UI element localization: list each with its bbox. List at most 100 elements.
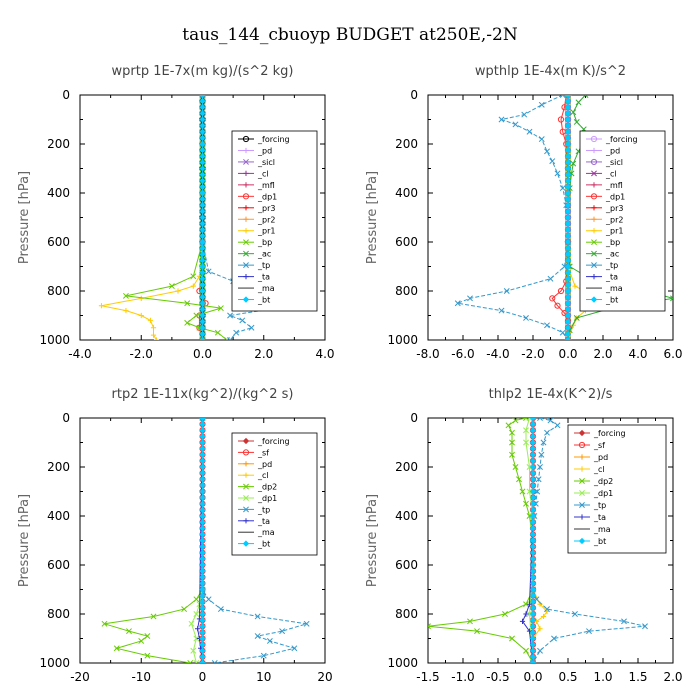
legend-label_pr2: _pr2 [257, 215, 275, 224]
series-point_tp [642, 623, 648, 630]
series-point_dp2 [428, 623, 431, 630]
series-point_bt [564, 128, 572, 135]
legend-label_bt: _bt [257, 296, 270, 305]
x-tick-label: 2.0 [663, 670, 682, 684]
series-point_bt [199, 312, 206, 319]
series-point_tp [538, 451, 545, 458]
x-tick-label: 0.5 [558, 670, 577, 684]
series-point_bt [199, 518, 206, 526]
series-point_bt [529, 647, 537, 654]
legend-marker_bt [242, 540, 250, 547]
series-point_bt [199, 195, 206, 203]
series-point_bp [184, 319, 191, 326]
series-point_bt [199, 208, 206, 215]
series-point_bt [564, 165, 572, 172]
series-group [101, 418, 310, 663]
legend-marker_cl [591, 170, 597, 177]
series-point_bt [529, 561, 537, 569]
y-tick-label: 800 [395, 284, 418, 298]
series-point_bt [199, 110, 206, 117]
series-point_bt [199, 275, 206, 282]
legend-label_cl: _cl [605, 169, 617, 178]
series-point_dp1 [190, 647, 197, 654]
series-point_tp [467, 295, 473, 302]
legend-marker_mfl [591, 182, 597, 188]
series-point_bt [199, 580, 206, 587]
figure-title: taus_144_cbuoyp BUDGET at250E,-2N [182, 25, 518, 45]
legend-label_pr1: _pr1 [605, 227, 623, 236]
series-point_dp1 [549, 295, 556, 302]
series-point_bt [199, 244, 206, 252]
series-point_bt [529, 500, 537, 507]
series-point_bp [122, 292, 129, 299]
legend-marker_pd [243, 147, 249, 154]
series-point_dp2 [113, 645, 120, 652]
series-point_bt [199, 482, 206, 489]
x-tick-label: 4.0 [315, 347, 334, 361]
series-point_bp [217, 305, 224, 312]
chart-panel-4: thlp2 1E-4x(K^2)/s Pressure [hPa] 0 200 400 6… [365, 387, 683, 684]
series-point_tp [248, 324, 255, 331]
series-point_dp2 [467, 618, 473, 625]
series-point_bt [529, 525, 537, 532]
chart-panel-3: rtp2 1E-11x(kg^2)/(kg^2 s) Pressure [hPa]… [17, 387, 333, 684]
series-point_pr1 [153, 337, 160, 340]
series-point_dp1 [526, 418, 533, 421]
legend-label_ta: _ta [593, 513, 606, 522]
legend-marker_dp2 [579, 478, 585, 484]
series-point_bt [199, 134, 206, 142]
series-point_dp1 [554, 302, 561, 309]
series-point_tp [498, 116, 505, 123]
x-tick-label: -0.5 [486, 670, 509, 684]
panel-title: rtp2 1E-11x(kg^2)/(kg^2 s) [112, 387, 294, 402]
legend-marker_tp [579, 502, 585, 508]
series-point_bt [199, 445, 206, 452]
y-tick-label: 400 [395, 186, 418, 200]
series-point_dp1 [526, 488, 533, 495]
legend-label_pr3: _pr3 [257, 204, 275, 213]
series-point_bt [199, 586, 206, 593]
series-point_bt [529, 567, 537, 575]
series-point_bt [529, 574, 537, 581]
legend-label_mfl: _mfl [605, 181, 623, 190]
x-tick-label: 0.0 [193, 347, 212, 361]
y-tick-label: 600 [47, 558, 70, 572]
series-point_bp [168, 283, 175, 290]
y-tick-label: 400 [47, 509, 70, 523]
series-point_bt [529, 653, 537, 661]
series-point_tp [547, 418, 554, 424]
y-tick-label: 600 [395, 558, 418, 572]
series-point_bt [199, 616, 206, 624]
legend-label_ta: _ta [257, 517, 270, 526]
series-point_cl [537, 626, 543, 632]
series-point_tp [227, 312, 234, 319]
series-point_bt [564, 232, 572, 240]
legend-marker_cl [243, 472, 249, 478]
y-tick-label: 1000 [39, 333, 70, 347]
series-point_bt [199, 238, 206, 246]
series-point_tp [538, 136, 545, 143]
series-point_bt [529, 598, 537, 605]
series-point_tp [266, 637, 273, 644]
series-point_bt [529, 488, 537, 495]
series-point_tp [537, 418, 543, 421]
series-point_ac [582, 95, 589, 98]
series-point_bt [199, 641, 206, 648]
legend-marker_sf [578, 441, 586, 449]
legend-marker_pr1 [243, 228, 249, 234]
series-point_tp [254, 613, 261, 620]
panel-title: wpthlp 1E-4x(m K)/s^2 [475, 64, 626, 79]
series-point_tp [199, 95, 206, 98]
series-point_tp [554, 422, 561, 429]
series-point_bt [529, 555, 537, 563]
series-point_dp2 [138, 637, 145, 644]
x-tick-label: 0.0 [558, 347, 577, 361]
series-point_tp [559, 95, 566, 98]
series-line_bp [125, 95, 228, 340]
series-point_bt [564, 312, 572, 319]
legend-label_ma: _ma [257, 528, 275, 537]
series-point_bt [564, 220, 572, 227]
series-point_pr1 [138, 312, 144, 319]
legend-marker_ta [243, 518, 249, 524]
